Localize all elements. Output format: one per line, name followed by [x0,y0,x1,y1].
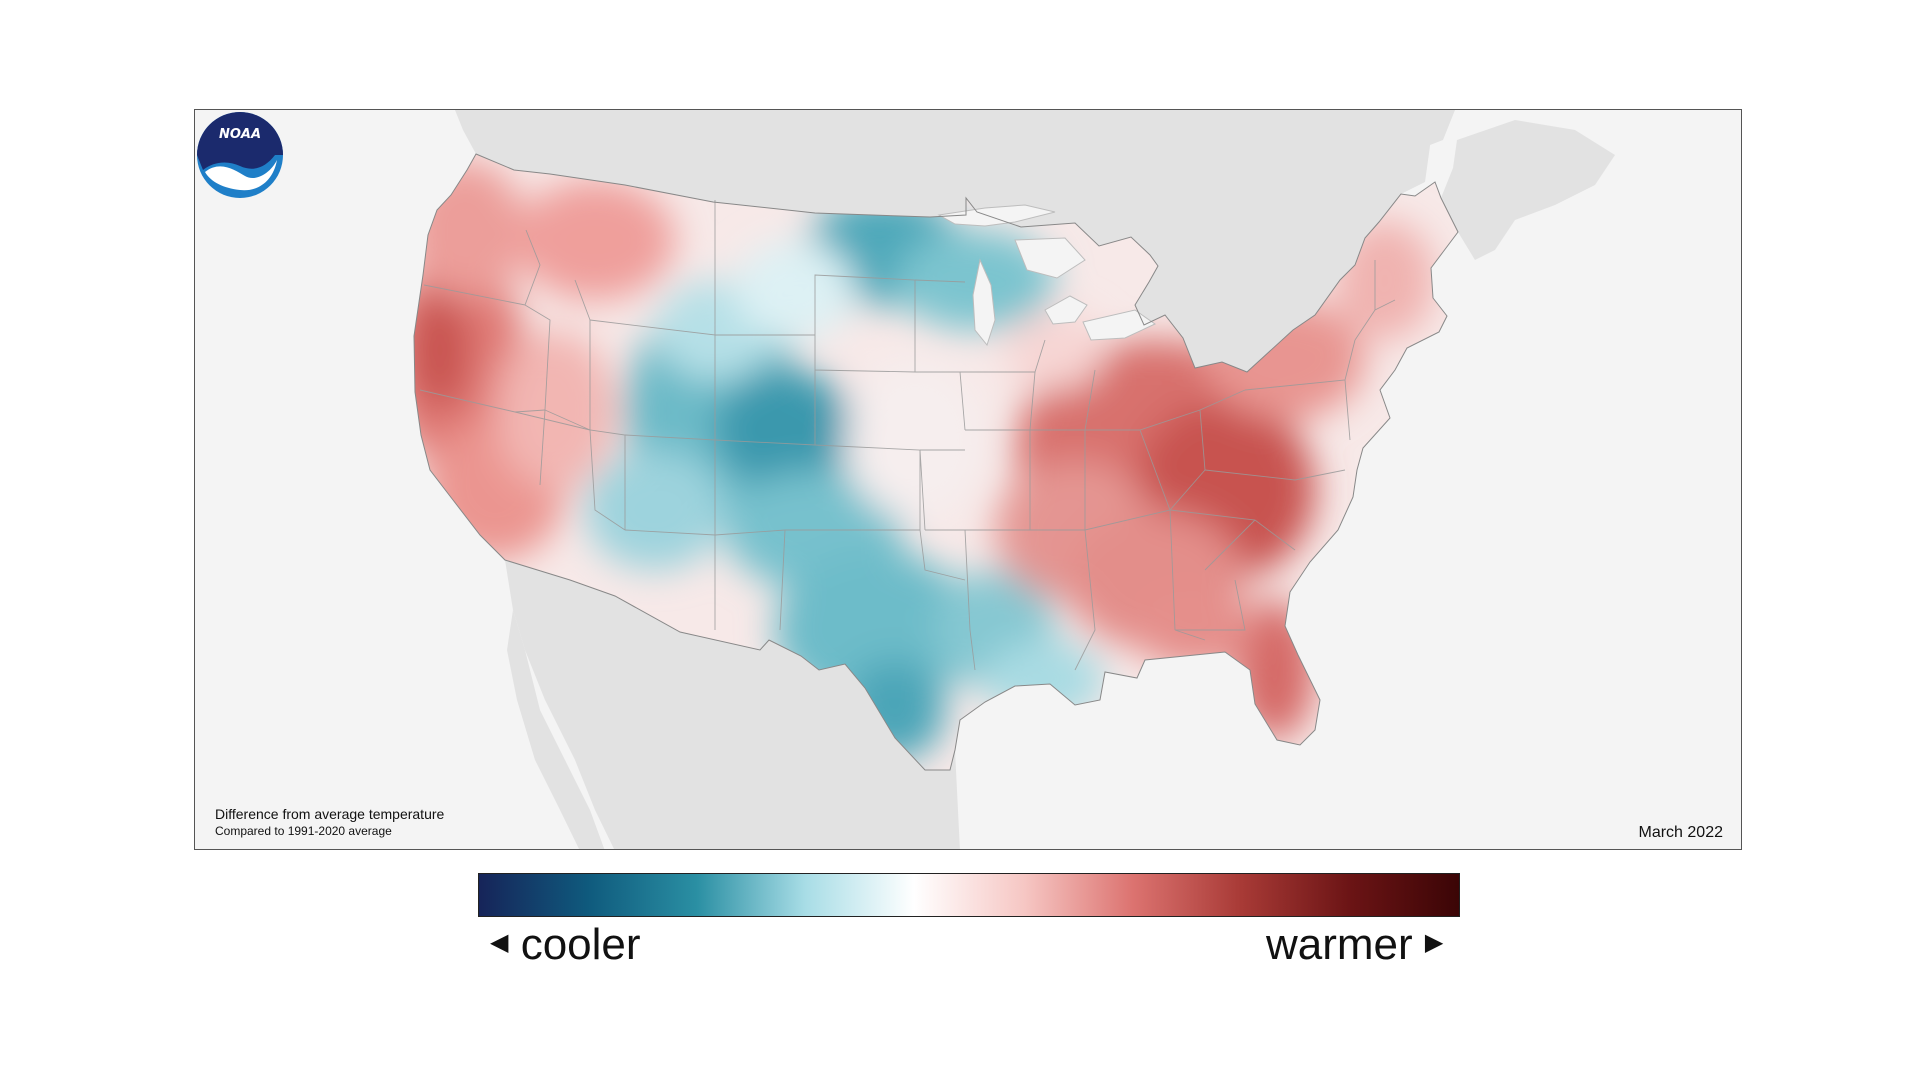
map-caption-subtitle: Compared to 1991-2020 average [215,824,392,838]
noaa-logo-text: NOAA [219,127,261,142]
triangle-right-icon: ▶ [1424,929,1444,957]
warmer-legend: warmer ▶ [1266,915,1443,977]
cooler-legend: ◀ cooler [490,915,641,977]
baja-peninsula [507,610,605,849]
cooler-label: cooler [520,920,641,969]
triangle-left-icon: ◀ [490,929,509,957]
color-scale-bar [478,873,1460,917]
map-date: March 2022 [1638,824,1724,841]
map-canvas [413,110,1741,849]
warmer-label: warmer [1266,920,1413,969]
temperature-anomaly-map: Difference from average temperature Comp… [194,109,1742,850]
great-lakes [937,204,1156,347]
map-caption-title: Difference from average temperature [215,806,445,822]
state-boundaries [419,200,1396,671]
noaa-logo: NOAA [197,112,283,198]
canada-landmass [455,110,1741,372]
mexico-landmass [505,560,960,849]
conus-outline [413,153,1459,771]
